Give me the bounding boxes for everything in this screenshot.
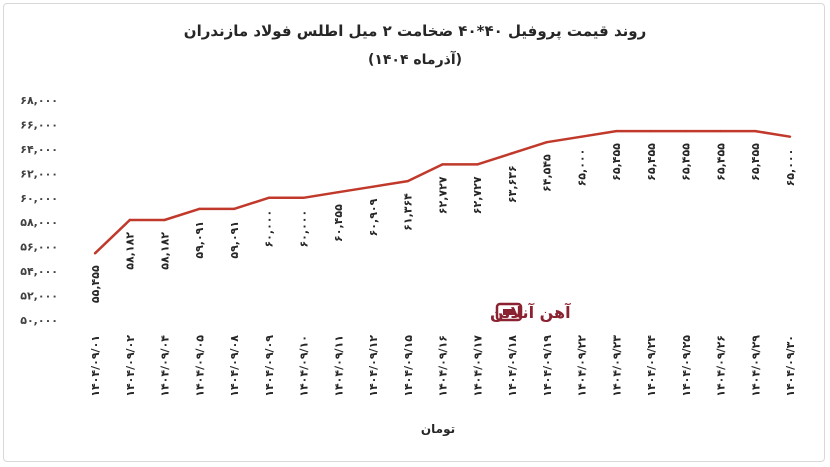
series-line-group xyxy=(93,129,792,255)
y-tick-label: ۵۴,۰۰۰ xyxy=(20,265,58,278)
data-label: ۶۵,۴۵۵ xyxy=(715,143,728,181)
data-point xyxy=(93,252,97,255)
chart-title: روند قیمت پروفیل ۴۰*۴۰ ضخامت ۲ میل اطلس … xyxy=(183,22,647,40)
x-tick-label: ۱۴۰۴/۰۹/۱۸ xyxy=(506,335,519,397)
y-tick-label: ۵۶,۰۰۰ xyxy=(20,241,58,254)
data-label: ۶۳,۶۳۶ xyxy=(506,165,519,203)
x-tick-label: ۱۴۰۴/۰۹/۰۲ xyxy=(124,335,137,397)
x-tick-label: ۱۴۰۴/۰۹/۲۳ xyxy=(610,335,623,397)
x-tick-label: ۱۴۰۴/۰۹/۱۶ xyxy=(437,335,450,397)
y-tick-label: ۶۲,۰۰۰ xyxy=(20,167,58,180)
data-label: ۶۲,۷۲۷ xyxy=(437,176,450,214)
data-point xyxy=(719,129,722,133)
data-point xyxy=(128,218,131,222)
data-point xyxy=(754,129,757,133)
x-tick-label: ۱۴۰۴/۰۹/۲۶ xyxy=(715,335,728,397)
data-point xyxy=(788,135,792,138)
x-tick-label: ۱۴۰۴/۰۹/۲۵ xyxy=(680,335,693,397)
data-label: ۶۵,۴۵۵ xyxy=(749,143,762,181)
chart-frame xyxy=(3,3,825,462)
data-point xyxy=(649,129,653,133)
data-point xyxy=(232,207,236,211)
data-label: ۶۵,۰۰۰ xyxy=(576,149,589,187)
data-point xyxy=(198,207,201,211)
data-label: ۶۴,۵۴۵ xyxy=(541,154,554,192)
x-tick-label: ۱۴۰۴/۰۹/۳۰ xyxy=(784,335,797,397)
data-label: ۶۰,۹۰۹ xyxy=(367,198,380,236)
x-tick-label: ۱۴۰۴/۰۹/۱۵ xyxy=(402,335,415,397)
watermark-text: آهن آنلاین xyxy=(490,302,571,322)
x-tick-label: ۱۴۰۴/۰۹/۲۲ xyxy=(576,335,589,397)
data-point xyxy=(337,191,340,194)
y-tick-label: ۶۴,۰۰۰ xyxy=(20,143,58,156)
data-point xyxy=(441,163,444,166)
x-tick-label: ۱۴۰۴/۰۹/۰۹ xyxy=(263,335,276,397)
data-label: ۶۵,۴۵۵ xyxy=(645,143,658,181)
chart-subtitle: (آذرماه ۱۴۰۴) xyxy=(367,52,463,68)
data-label: ۶۰,۴۵۵ xyxy=(332,204,345,242)
data-label: ۶۲,۷۲۷ xyxy=(471,176,484,214)
data-point xyxy=(406,179,409,183)
x-tick-label: ۱۴۰۴/۰۹/۱۰ xyxy=(298,335,311,397)
y-tick-label: ۵۲,۰۰۰ xyxy=(20,290,58,303)
data-point xyxy=(684,129,687,133)
x-tick-label: ۱۴۰۴/۰۹/۲۹ xyxy=(749,335,762,397)
data-label: ۵۸,۱۸۲ xyxy=(159,232,172,270)
x-axis-title: تومان xyxy=(421,422,455,437)
data-point xyxy=(545,141,548,144)
watermark: آهن آنلاین xyxy=(490,302,571,322)
data-label: ۵۹,۰۹۱ xyxy=(228,221,241,259)
x-tick-label: ۱۴۰۴/۰۹/۰۵ xyxy=(193,335,206,397)
x-tick-label: ۱۴۰۴/۰۹/۰۴ xyxy=(159,335,172,397)
x-tick-label: ۱۴۰۴/۰۹/۱۱ xyxy=(332,335,345,397)
data-point xyxy=(476,163,479,166)
x-tick-label: ۱۴۰۴/۰۹/۲۴ xyxy=(645,335,658,397)
x-tick-label: ۱۴۰۴/۰۹/۱۹ xyxy=(541,335,554,397)
data-label: ۵۹,۰۹۱ xyxy=(193,221,206,259)
y-axis: ۵۰,۰۰۰ ۵۲,۰۰۰ ۵۴,۰۰۰ ۵۶,۰۰۰ ۵۸,۰۰۰ ۶۰,۰۰۰ ۶۲,۰… xyxy=(20,94,58,327)
data-point xyxy=(580,135,583,138)
x-tick-label: ۱۴۰۴/۰۹/۱۷ xyxy=(471,335,484,397)
data-point xyxy=(163,218,166,222)
x-tick-label: ۱۴۰۴/۰۹/۱۲ xyxy=(367,335,380,397)
data-label: ۶۱,۳۶۴ xyxy=(402,193,415,231)
y-tick-label: ۶۸,۰۰۰ xyxy=(20,94,58,107)
data-point xyxy=(510,152,514,155)
y-tick-label: ۵۰,۰۰۰ xyxy=(20,314,58,327)
data-labels: ۵۵,۴۵۵ ۵۸,۱۸۲ ۵۸,۱۸۲ ۵۹,۰۹۱ ۵۹,۰۹۱ ۶۰,۰۰۰ ۶۰,۰… xyxy=(89,143,797,303)
data-point xyxy=(371,185,375,188)
y-tick-label: ۵۸,۰۰۰ xyxy=(20,216,58,229)
x-tick-label: ۱۴۰۴/۰۹/۰۸ xyxy=(228,335,241,397)
y-tick-label: ۶۰,۰۰۰ xyxy=(20,192,58,205)
data-point xyxy=(267,196,270,199)
data-label: ۶۵,۴۵۵ xyxy=(610,143,623,181)
x-axis: ۱۴۰۴/۰۹/۰۱ ۱۴۰۴/۰۹/۰۲ ۱۴۰۴/۰۹/۰۴ ۱۴۰۴/۰۹/۰۵… xyxy=(89,335,797,397)
data-point xyxy=(302,196,305,199)
data-label: ۶۰,۰۰۰ xyxy=(298,210,311,248)
x-tick-label: ۱۴۰۴/۰۹/۰۱ xyxy=(89,335,102,397)
data-label: ۶۰,۰۰۰ xyxy=(263,210,276,248)
data-label: ۵۵,۴۵۵ xyxy=(89,265,102,303)
data-label: ۵۸,۱۸۲ xyxy=(124,232,137,270)
data-point xyxy=(615,129,618,133)
data-label: ۶۵,۰۰۰ xyxy=(784,149,797,187)
ahanonline-logo-icon xyxy=(495,302,523,322)
data-label: ۶۵,۴۵۵ xyxy=(680,143,693,181)
y-tick-label: ۶۶,۰۰۰ xyxy=(20,118,58,131)
